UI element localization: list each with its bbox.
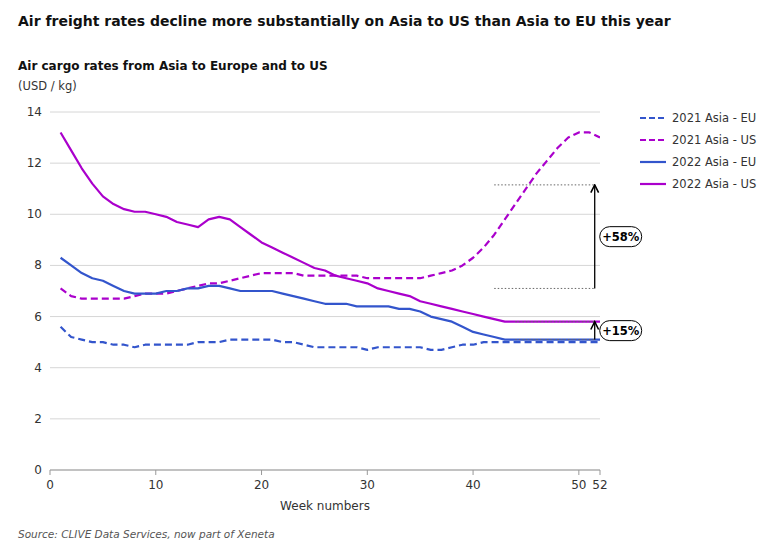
x-tick	[261, 470, 262, 475]
x-tick-label: 30	[360, 478, 375, 492]
x-tick-label: 0	[46, 478, 54, 492]
grid-line	[50, 214, 600, 215]
legend-label: 2022 Asia - EU	[672, 155, 756, 169]
title: Air freight rates decline more substanti…	[18, 13, 671, 29]
y-tick-label: 0	[34, 463, 42, 477]
y-tick-label: 12	[27, 156, 42, 170]
grid	[50, 112, 600, 470]
x-tick	[473, 470, 474, 475]
grid-line	[50, 316, 600, 317]
legend-label: 2022 Asia - US	[672, 177, 756, 191]
y-tick-label: 14	[27, 105, 42, 119]
x-tick	[578, 470, 579, 475]
subtitle: Air cargo rates from Asia to Europe and …	[18, 59, 328, 73]
grid-line	[50, 163, 600, 164]
legend-swatch	[640, 183, 666, 185]
x-tick	[155, 470, 156, 475]
legend-swatch	[640, 161, 666, 163]
grid-line	[50, 112, 600, 113]
x-tick-label: 40	[465, 478, 480, 492]
legend-swatch	[640, 139, 666, 141]
legend-label: 2021 Asia - EU	[672, 111, 756, 125]
legend-swatch	[640, 117, 666, 119]
annotations: +58% +15%	[494, 185, 641, 341]
x-tick-label: 50	[571, 478, 586, 492]
y-tick-label: 2	[34, 412, 42, 426]
y-tick-label: 8	[34, 258, 42, 272]
annotation-guide	[494, 184, 594, 185]
series-line	[61, 258, 600, 340]
annotation-arrow	[594, 322, 595, 340]
annotation-guide	[515, 321, 594, 322]
series-line	[61, 327, 600, 350]
annotation-label: +58%	[602, 230, 640, 244]
lines	[61, 132, 600, 349]
annotation-box	[600, 227, 642, 247]
annotation-guide	[494, 288, 594, 289]
grid-line	[50, 265, 600, 266]
series-line	[61, 132, 600, 321]
annotation-label: +15%	[602, 324, 640, 338]
x-tick-label: 20	[254, 478, 269, 492]
x-tick	[367, 470, 368, 475]
y-axis-label: (USD / kg)	[18, 79, 77, 93]
grid-line	[50, 367, 600, 368]
grid-line	[50, 418, 600, 419]
legend: 2021 Asia - EU 2021 Asia - US 2022 Asia - …	[640, 111, 756, 191]
x-tick-label: 52	[592, 478, 607, 492]
legend-label: 2021 Asia - US	[672, 133, 756, 147]
x-tick	[50, 470, 51, 475]
x-tick-label: 10	[148, 478, 163, 492]
source: Source: CLIVE Data Services, now part of…	[18, 528, 275, 540]
y-tick-label: 4	[34, 361, 42, 375]
x-axis-label: Week numbers	[280, 499, 370, 513]
annotation-guide	[515, 339, 594, 340]
annotation-box	[600, 321, 642, 341]
x-axis-line	[50, 470, 600, 471]
x-tick	[600, 470, 601, 475]
y-tick-label: 10	[27, 207, 42, 221]
annotation-arrow	[594, 185, 595, 289]
grid-line	[50, 470, 600, 471]
y-tick-label: 6	[34, 310, 42, 324]
